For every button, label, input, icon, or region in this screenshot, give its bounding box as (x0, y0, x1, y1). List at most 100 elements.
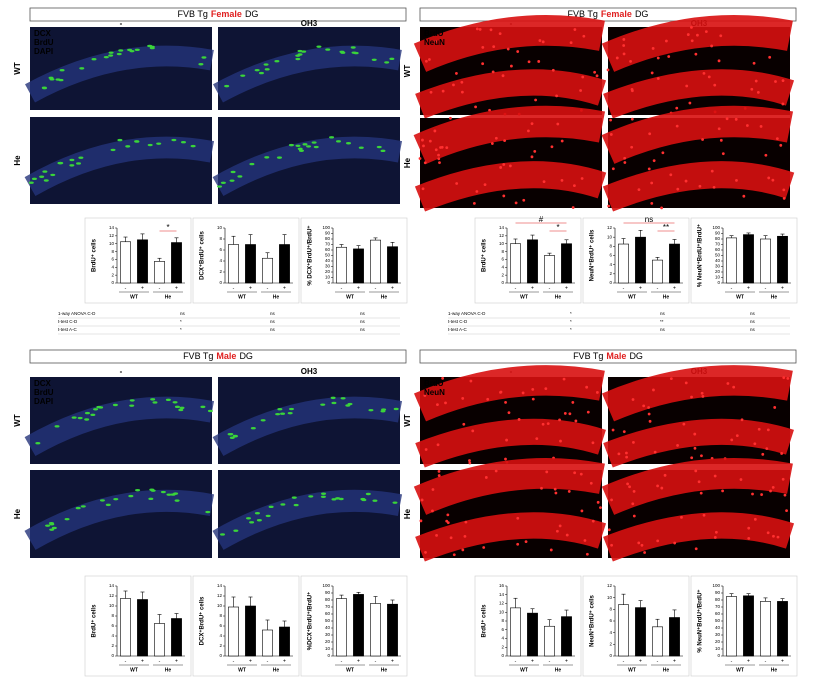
dcx-cell (325, 48, 331, 51)
bar (228, 244, 239, 284)
y-tick-label: 8 (501, 618, 504, 623)
cell (628, 485, 631, 489)
group-label: He (273, 294, 280, 300)
cell (774, 80, 777, 83)
dcx-cell (93, 408, 99, 411)
dcx-cell (171, 138, 177, 142)
stats-cell: ns (360, 327, 366, 332)
dcx-cell (149, 46, 155, 50)
dcx-cell (264, 68, 270, 71)
cell (642, 404, 646, 408)
dcx-cell (49, 78, 55, 81)
cell (609, 118, 612, 122)
cell (652, 388, 655, 392)
cell (764, 153, 768, 157)
y-tick-label: 16 (499, 583, 505, 588)
bar (171, 618, 182, 657)
cell (538, 39, 542, 42)
cell (656, 539, 660, 543)
x-tick-label: + (283, 285, 286, 291)
dcx-cell (293, 503, 299, 507)
group-label: He (381, 667, 388, 673)
x-tick-label: - (125, 658, 127, 664)
bar (262, 257, 273, 284)
cell (449, 536, 453, 540)
y-tick-label: 80 (325, 236, 331, 241)
cell (542, 180, 546, 184)
cell (445, 146, 449, 150)
cell (562, 377, 566, 381)
cell (660, 486, 664, 490)
cell (551, 68, 555, 72)
cell (560, 178, 564, 182)
cell (516, 542, 520, 546)
cell (656, 77, 660, 80)
cell (684, 381, 688, 385)
group-label: He (771, 667, 778, 673)
dcx-cell (368, 408, 374, 412)
row-label: WT (13, 62, 22, 75)
cell (650, 201, 654, 205)
dcx-cell (54, 425, 60, 428)
cell (460, 80, 464, 84)
cell (421, 187, 425, 191)
cell (595, 391, 599, 394)
cell (771, 178, 775, 182)
row-label: He (13, 508, 22, 519)
dcx-cell (127, 48, 133, 52)
dcx-cell (291, 496, 297, 499)
dcx-cell (351, 51, 357, 54)
x-tick-label: - (657, 658, 659, 664)
cell (475, 190, 479, 193)
neun-band (601, 458, 793, 515)
bar (154, 623, 165, 657)
cell (504, 401, 507, 404)
cell (591, 519, 595, 523)
cell (521, 391, 525, 395)
y-axis-label: DCX⁺BrdU⁺ cells (199, 596, 206, 645)
cell (719, 34, 723, 38)
group-label: He (381, 294, 388, 300)
dcx-cell (220, 533, 226, 536)
y-tick-label: 40 (325, 625, 331, 630)
cell (574, 419, 578, 423)
panel-header-box (29, 349, 407, 364)
column-label: OH3 (301, 19, 318, 28)
dcx-cell (156, 142, 162, 145)
cell (546, 422, 550, 426)
dcx-cell (393, 407, 399, 411)
significance-label: ns (645, 215, 653, 224)
cell (717, 59, 721, 63)
y-tick-label: 30 (715, 264, 721, 269)
dcx-cell (297, 53, 303, 56)
dcx-cell (276, 156, 282, 159)
cell (781, 79, 785, 83)
y-axis-label: NeuN⁺BrdU⁺ cells (589, 229, 596, 281)
cell (464, 520, 468, 524)
title-part: DG (239, 351, 253, 361)
cell (623, 156, 627, 160)
cell (571, 206, 575, 209)
dcx-cell (260, 419, 266, 422)
dcx-cell (50, 173, 56, 177)
title-part: Male (606, 351, 626, 361)
stats-cell: t-test C-D (58, 319, 78, 324)
cell (527, 129, 530, 133)
y-tick-label: 12 (217, 593, 223, 598)
cell (559, 439, 562, 443)
cell (669, 173, 673, 177)
x-tick-label: - (233, 658, 235, 664)
group-label: He (165, 294, 172, 300)
cell (782, 197, 786, 200)
y-axis-label: % NeuN⁺BrdU⁺/BrdU⁺ (697, 224, 704, 287)
cell (437, 469, 441, 473)
cell (449, 116, 452, 120)
cell (611, 167, 615, 171)
cell (422, 144, 425, 148)
cell (701, 138, 704, 141)
dcx-cell (265, 514, 271, 518)
title-part: DG (245, 9, 259, 19)
significance-label: * (556, 223, 559, 232)
cell (535, 437, 539, 441)
cell (688, 101, 692, 105)
